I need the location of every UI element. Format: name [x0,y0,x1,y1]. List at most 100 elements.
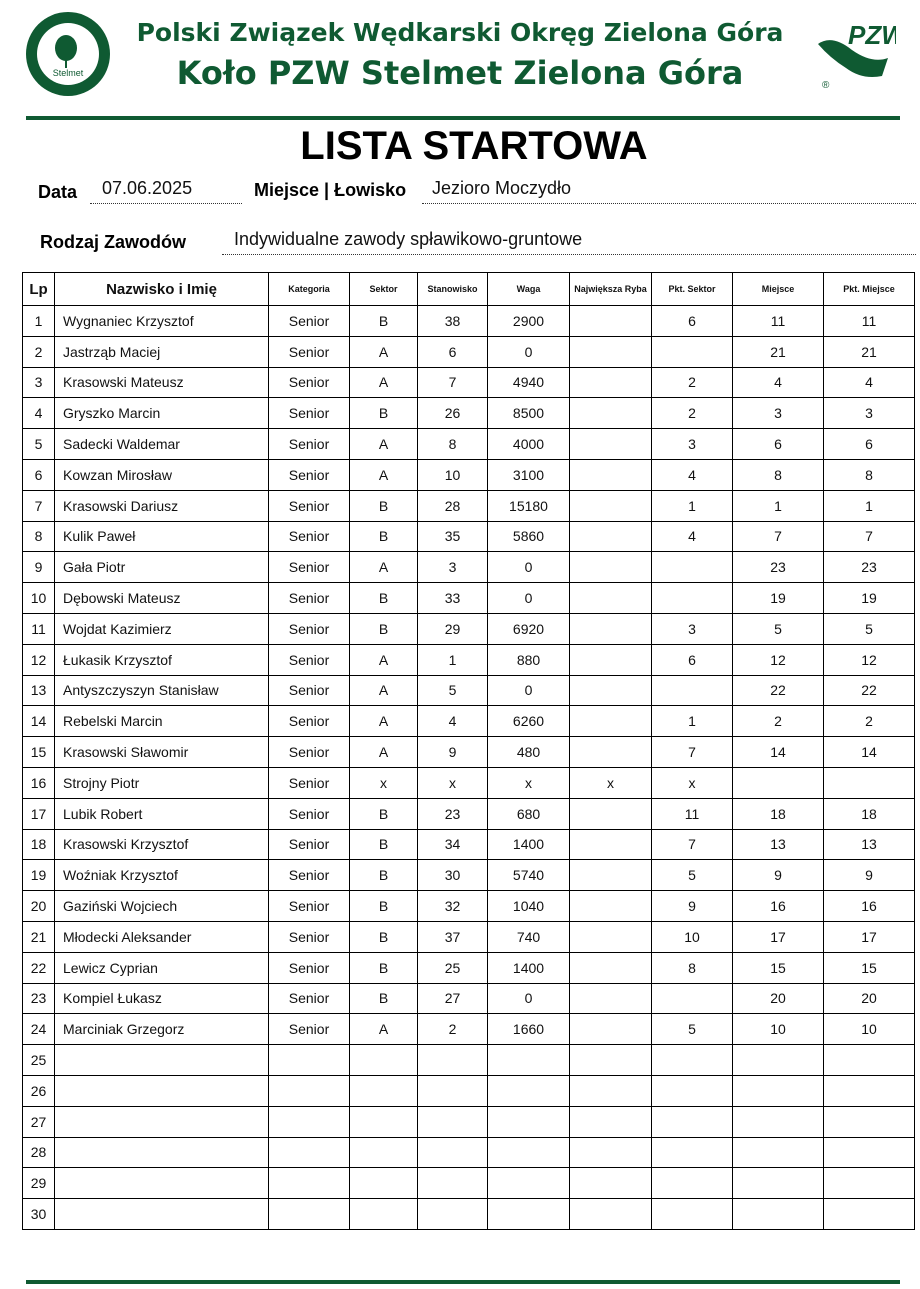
table-cell [569,458,652,491]
table-row: 22 Lewicz Cyprian Senior B 25 1400 8 15 15 [22,951,915,984]
table-cell [651,551,733,584]
table-cell [651,1136,733,1169]
table-cell [268,1074,350,1107]
table-cell: B [349,797,418,830]
table-row: 29 [22,1167,915,1200]
table-cell: 15 [732,951,824,984]
table-row: 27 [22,1105,915,1138]
table-cell: 9 [732,859,824,892]
table-cell: 10 [823,1013,915,1046]
table-cell: 26 [22,1074,55,1107]
table-cell [651,1167,733,1200]
table-cell: 2 [417,1013,488,1046]
table-cell: 11 [651,797,733,830]
table-cell: 8 [732,458,824,491]
table-cell [54,1198,269,1230]
table-row: 25 [22,1044,915,1076]
table-cell [487,1136,570,1169]
table-cell: 7 [22,489,55,522]
table-cell: 3 [22,366,55,399]
table-cell: 25 [22,1044,55,1076]
table-cell: 37 [417,920,488,953]
table-cell: 7 [732,520,824,553]
place-field: Jezioro Moczydło [422,178,916,204]
table-cell: 26 [417,397,488,430]
table-cell: x [349,766,418,799]
table-cell [823,1136,915,1169]
table-cell: A [349,458,418,491]
table-row: 17 Lubik Robert Senior B 23 680 11 18 18 [22,797,915,830]
table-cell: Senior [268,828,350,861]
table-cell: 5 [417,674,488,707]
table-cell [569,1074,652,1107]
table-cell: 680 [487,797,570,830]
table-cell: 19 [22,859,55,892]
table-row: 30 [22,1198,915,1230]
org-name: Polski Związek Wędkarski Okręg Zielona G… [136,18,784,47]
table-cell [823,766,915,799]
table-cell: 1 [651,489,733,522]
table-cell: A [349,643,418,676]
table-cell: Kompiel Łukasz [54,982,269,1015]
table-cell: 35 [417,520,488,553]
table-cell: 8 [823,458,915,491]
table-cell: 7 [651,828,733,861]
table-cell: 17 [732,920,824,953]
table-cell [823,1074,915,1107]
table-cell: B [349,982,418,1015]
table-cell [569,428,652,460]
table-cell: Dębowski Mateusz [54,582,269,614]
table-cell: 6 [651,643,733,676]
table-row: 5 Sadecki Waldemar Senior A 8 4000 3 6 6 [22,428,915,460]
column-header: Pkt. Miejsce [823,272,915,306]
table-cell: 5 [823,612,915,645]
table-cell: Krasowski Krzysztof [54,828,269,861]
table-cell: Senior [268,458,350,491]
table-cell: A [349,366,418,399]
table-cell: Gryszko Marcin [54,397,269,430]
table-cell [569,551,652,584]
table-cell: 21 [732,335,824,368]
table-cell [487,1044,570,1076]
table-row: 4 Gryszko Marcin Senior B 26 8500 2 3 3 [22,397,915,430]
table-cell: 34 [417,828,488,861]
table-row: 9 Gała Piotr Senior A 3 0 23 23 [22,551,915,584]
table-cell: 28 [417,489,488,522]
table-cell: A [349,428,418,460]
table-cell: 11 [22,612,55,645]
table-cell: Senior [268,520,350,553]
table-cell: 11 [823,305,915,337]
table-cell: x [651,766,733,799]
table-cell [569,397,652,430]
table-cell [569,705,652,738]
table-cell: 13 [823,828,915,861]
table-cell: B [349,489,418,522]
footer-divider [26,1280,900,1284]
table-cell [732,1105,824,1138]
table-cell [569,797,652,830]
table-cell: 20 [22,890,55,922]
stelmet-logo: Stelmet [26,12,110,96]
table-cell: 38 [417,305,488,337]
table-cell [268,1167,350,1200]
column-header: Kategoria [268,272,350,306]
table-cell: 13 [732,828,824,861]
table-row: 8 Kulik Paweł Senior B 35 5860 4 7 7 [22,520,915,553]
table-cell: 8500 [487,397,570,430]
table-cell: Lewicz Cyprian [54,951,269,984]
table-row: 6 Kowzan Mirosław Senior A 10 3100 4 8 8 [22,458,915,491]
table-cell [823,1105,915,1138]
table-cell: 8 [417,428,488,460]
column-header: Stanowisko [417,272,488,306]
table-row: 11 Wojdat Kazimierz Senior B 29 6920 3 5 5 [22,612,915,645]
table-cell [569,582,652,614]
table-cell: 3 [732,397,824,430]
table-cell [651,674,733,707]
table-row: 10 Dębowski Mateusz Senior B 33 0 19 19 [22,582,915,614]
table-cell: 13 [22,674,55,707]
table-cell: Wojdat Kazimierz [54,612,269,645]
table-cell [651,335,733,368]
table-cell [732,1074,824,1107]
table-cell [569,366,652,399]
